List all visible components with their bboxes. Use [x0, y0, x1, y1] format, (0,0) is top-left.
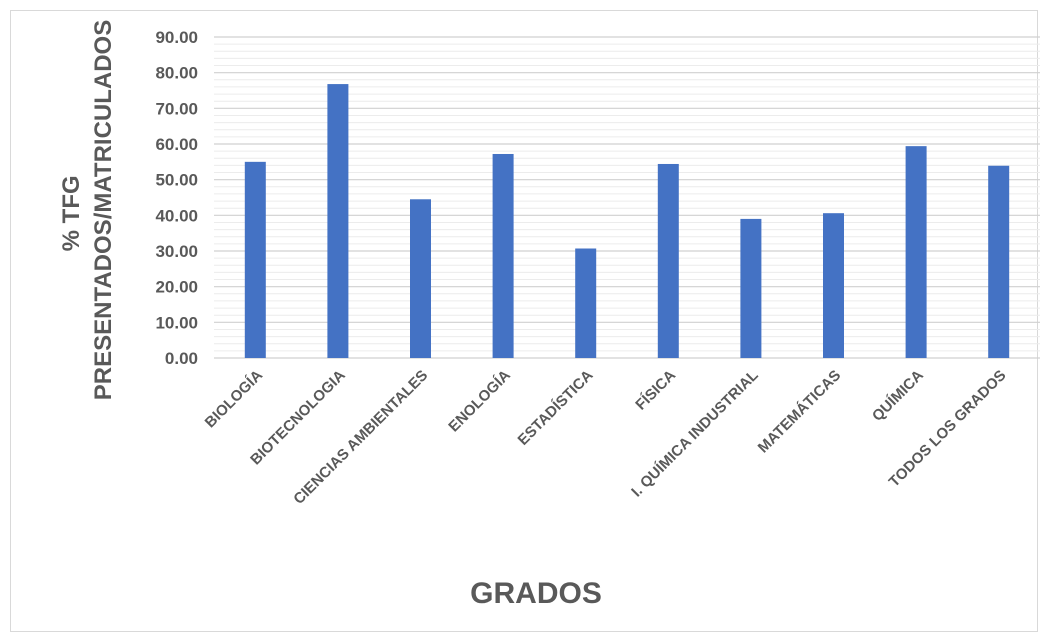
y-tick-label: 80.00: [155, 64, 198, 83]
y-axis-title-line-2: PRESENTADOS/MATRICULADOS: [90, 20, 117, 400]
x-axis-title: GRADOS: [470, 577, 602, 610]
bar: [740, 218, 762, 358]
x-category-label: ENOLOGÍA: [445, 367, 514, 436]
gridlines: [214, 36, 1040, 359]
bar: [823, 213, 844, 358]
y-tick-label: 30.00: [155, 242, 198, 261]
y-axis-title: % TFG PRESENTADOS/MATRICULADOS: [58, 20, 117, 400]
bar: [244, 161, 266, 358]
y-tick-label: 10.00: [155, 313, 198, 332]
y-tick-label: 70.00: [155, 99, 198, 118]
bar: [657, 163, 679, 358]
y-axis-tick-labels: 0.00 10.00 20.00 30.00 40.00 50.00 60.00 70.00 8…: [155, 28, 198, 368]
y-tick-label: 90.00: [155, 28, 198, 47]
x-category-label: MATEMÁTICAS: [755, 367, 845, 457]
chart-area: [10, 10, 1038, 632]
y-tick-label: 0.00: [165, 349, 198, 368]
x-category-label: QUÍMICA: [869, 367, 927, 425]
x-category-label: FÍSICA: [632, 367, 679, 414]
x-category-label: BIOLOGÍA: [202, 367, 267, 432]
bars: [244, 84, 1010, 358]
bar: [410, 199, 431, 358]
bar: [988, 165, 1010, 358]
y-axis-title-line-1: % TFG: [58, 175, 85, 251]
y-tick-label: 50.00: [155, 171, 198, 190]
y-tick-label: 60.00: [155, 135, 198, 154]
bar: [492, 153, 514, 358]
y-tick-label: 20.00: [155, 278, 198, 297]
bar: [327, 84, 349, 358]
bar: [905, 146, 927, 358]
x-category-label: CIENCIAS AMBIENTALES: [290, 367, 431, 508]
y-tick-label: 40.00: [155, 206, 198, 225]
bar: [575, 248, 597, 358]
x-category-label: ESTADÍSTICA: [515, 367, 597, 449]
